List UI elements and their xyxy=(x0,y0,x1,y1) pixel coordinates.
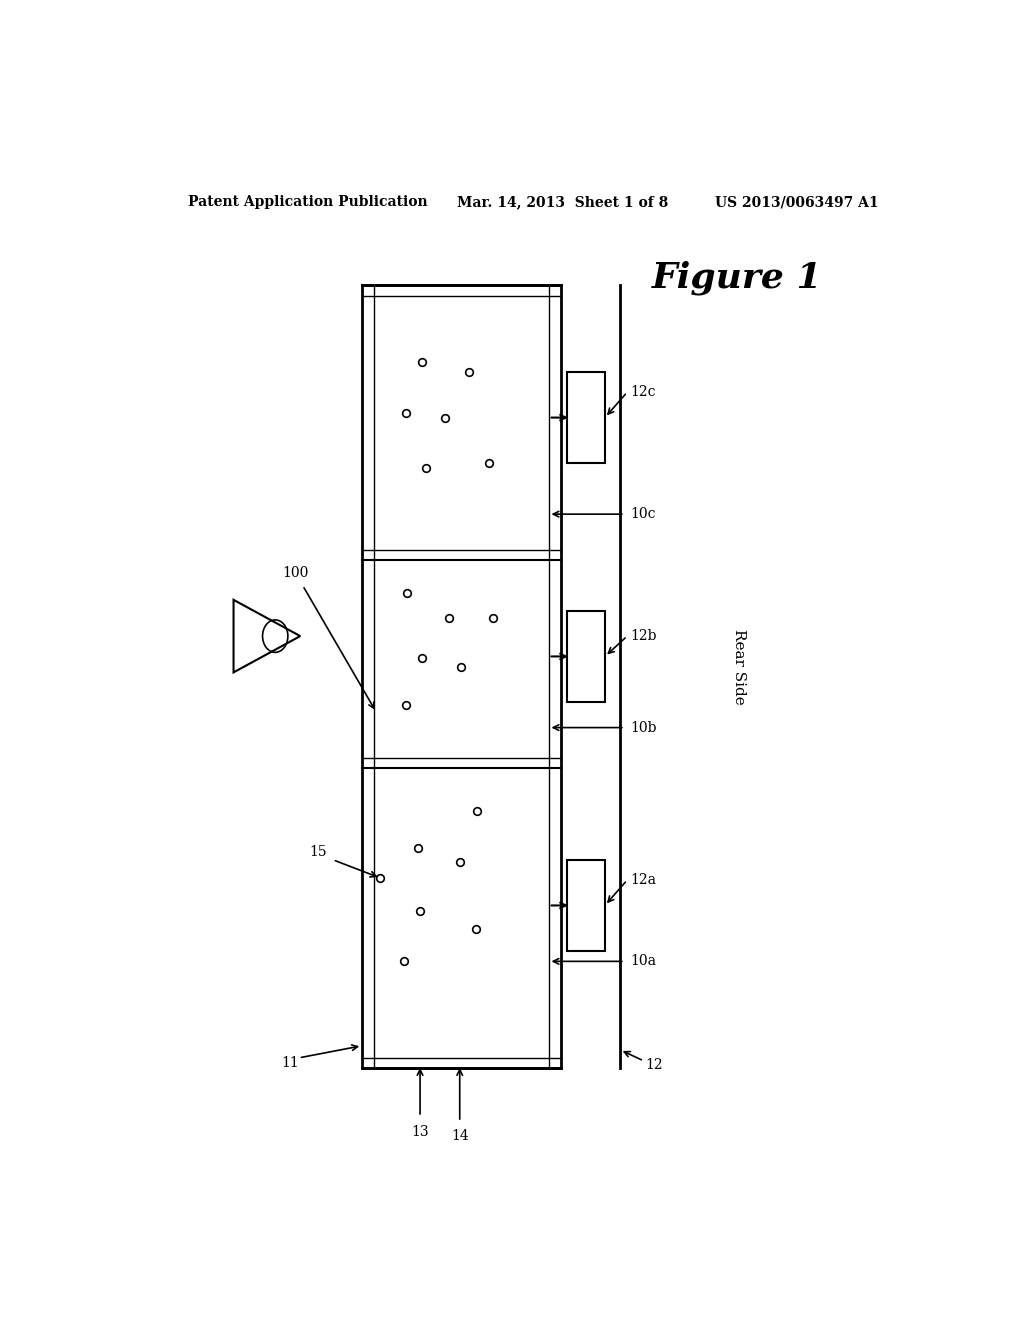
Text: US 2013/0063497 A1: US 2013/0063497 A1 xyxy=(715,195,879,209)
Text: Patent Application Publication: Patent Application Publication xyxy=(187,195,427,209)
Text: Mar. 14, 2013  Sheet 1 of 8: Mar. 14, 2013 Sheet 1 of 8 xyxy=(458,195,669,209)
Text: 14: 14 xyxy=(451,1129,469,1143)
Text: 10c: 10c xyxy=(631,507,655,521)
Bar xyxy=(362,285,560,1068)
Text: Figure 1: Figure 1 xyxy=(652,260,822,294)
Bar xyxy=(567,859,605,952)
Text: 12b: 12b xyxy=(631,630,656,643)
Text: 12a: 12a xyxy=(631,873,656,887)
Text: 15: 15 xyxy=(309,845,327,858)
Text: 12c: 12c xyxy=(631,385,655,399)
Text: 12: 12 xyxy=(645,1059,664,1072)
Text: 11: 11 xyxy=(282,1056,299,1071)
Bar xyxy=(567,372,605,463)
Text: Rear Side: Rear Side xyxy=(732,628,746,705)
Text: 100: 100 xyxy=(283,566,309,579)
Text: 10b: 10b xyxy=(631,721,656,735)
Text: 10a: 10a xyxy=(631,954,656,969)
Bar xyxy=(567,611,605,702)
Text: 13: 13 xyxy=(412,1125,429,1139)
